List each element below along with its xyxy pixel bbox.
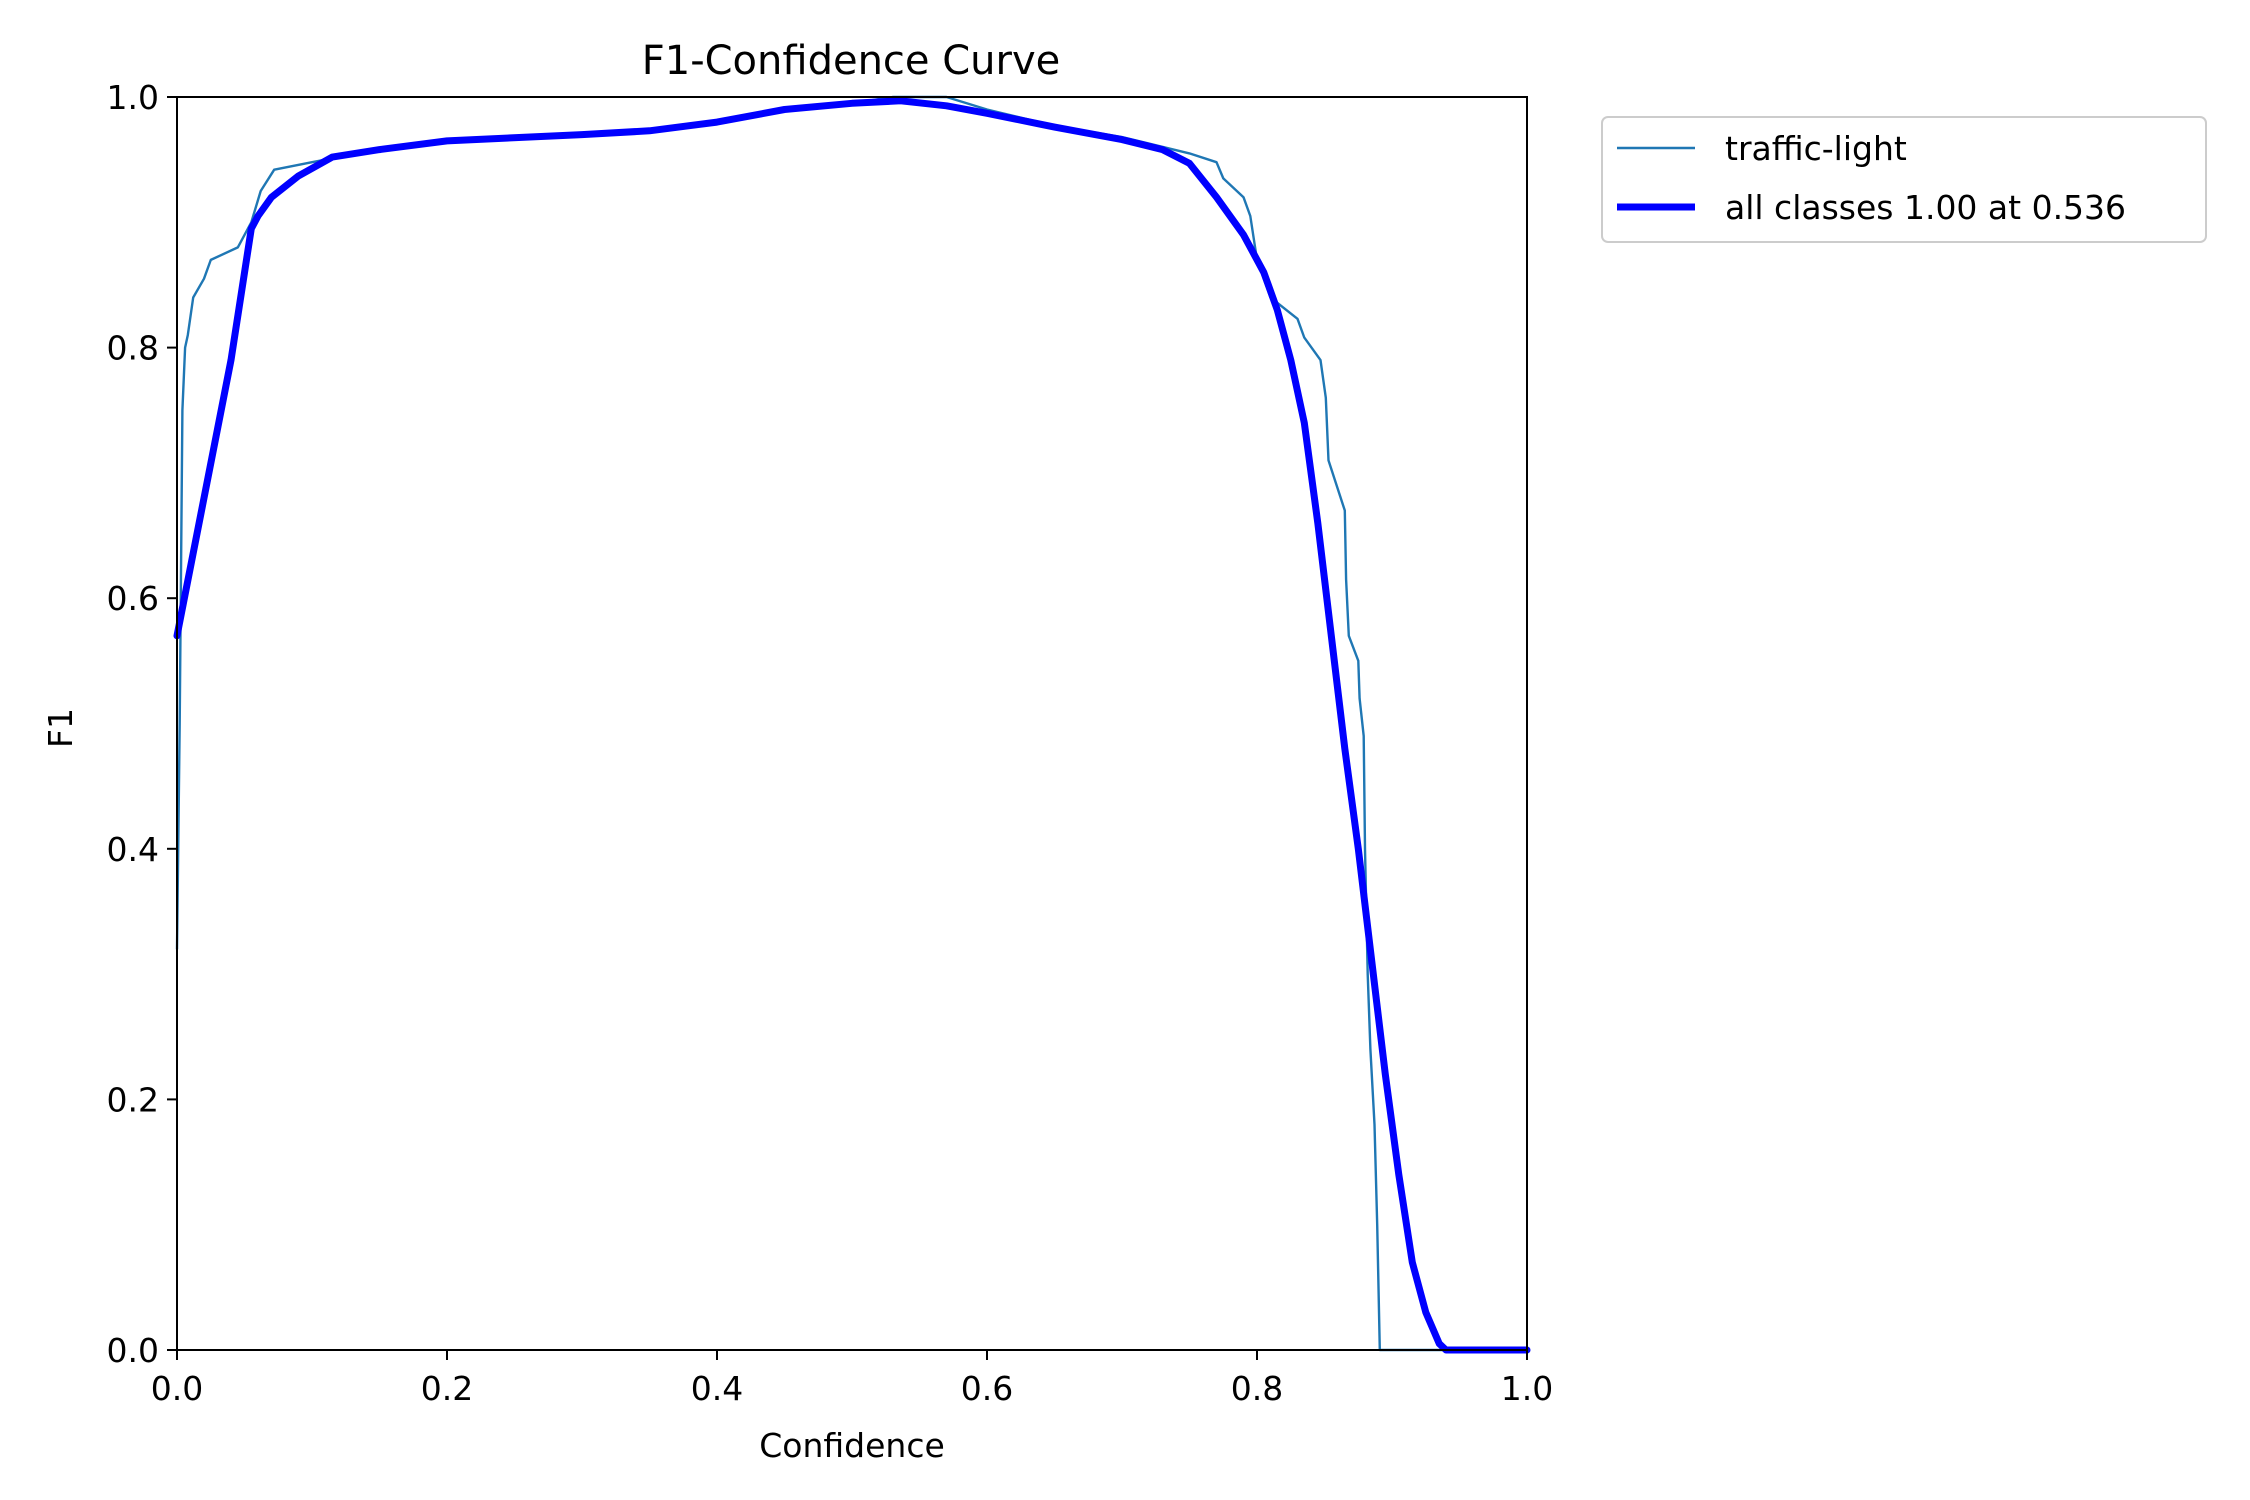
series-line-all-classes	[173, 97, 1531, 1354]
x-tick-label: 0.2	[421, 1369, 473, 1408]
x-axis-label: Confidence	[759, 1426, 945, 1465]
y-tick-label: 1.0	[107, 78, 159, 117]
y-tick-label: 0.2	[107, 1080, 159, 1119]
legend-label: all classes 1.00 at 0.536	[1725, 188, 2126, 227]
legend-label: traffic-light	[1725, 129, 1907, 168]
y-tick-label: 0.6	[107, 579, 159, 618]
axes-frame	[176, 96, 1528, 1351]
y-tick-label: 0.4	[107, 830, 159, 869]
y-axis: 0.0 0.2 0.4 0.6 0.8 1.0	[107, 78, 177, 1370]
chart-title: F1-Confidence Curve	[642, 38, 1061, 84]
x-axis: 0.0 0.2 0.4 0.6 0.8 1.0	[151, 1350, 1553, 1408]
x-tick-label: 0.0	[151, 1369, 203, 1408]
y-tick-label: 0.8	[107, 329, 159, 368]
y-axis-label: F1	[41, 708, 80, 748]
y-tick-label: 0.0	[107, 1331, 159, 1370]
x-tick-label: 0.8	[1231, 1369, 1283, 1408]
legend: traffic-light all classes 1.00 at 0.536	[1601, 116, 2207, 243]
x-tick-label: 0.4	[691, 1369, 743, 1408]
x-tick-label: 1.0	[1501, 1369, 1553, 1408]
legend-box	[1601, 116, 2207, 243]
x-tick-label: 0.6	[961, 1369, 1013, 1408]
series-line-traffic-light	[175, 95, 1529, 1352]
plot-area	[173, 95, 1531, 1354]
